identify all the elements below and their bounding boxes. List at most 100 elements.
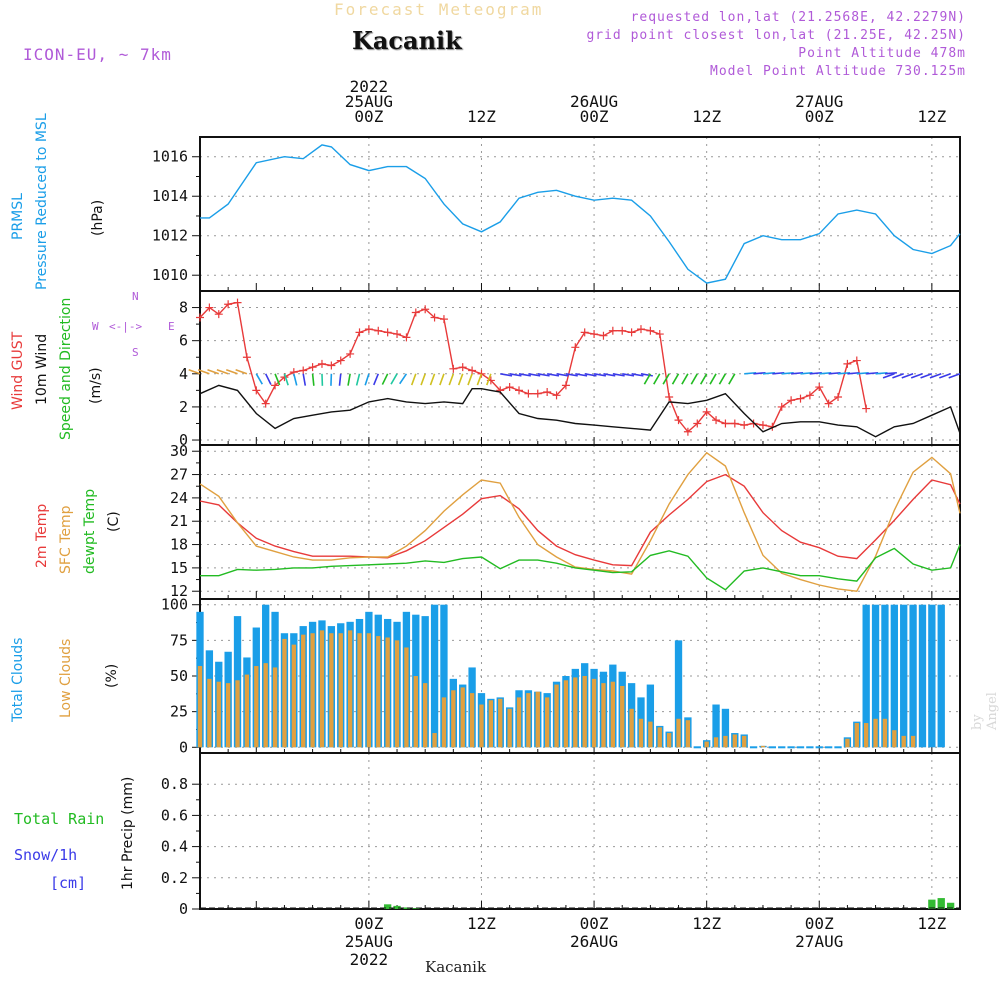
- time-label-bottom: 2022: [350, 950, 389, 969]
- pressure-ytick-label: 1012: [152, 227, 188, 245]
- wind-gust-marker: [327, 361, 336, 370]
- pressure-ytick-label: 1010: [152, 266, 188, 284]
- wind-direction-arrow: [197, 368, 210, 375]
- low-cloud-bar: [732, 734, 737, 748]
- total-cloud-bar: [918, 604, 927, 748]
- wind-gust-marker: [317, 359, 326, 368]
- compass-e: E: [168, 320, 175, 333]
- wind-gust-marker: [552, 391, 561, 400]
- wind-gust-marker: [674, 416, 683, 425]
- wind-direction-arrow: [486, 373, 492, 386]
- wind-gust-marker: [599, 331, 608, 340]
- wind-gust-marker: [683, 427, 692, 436]
- low-cloud-bar: [282, 638, 287, 748]
- wind-gust-marker: [196, 313, 204, 322]
- wind-gust-marker: [815, 383, 824, 392]
- wind-direction-arrow: [283, 373, 289, 386]
- wind-direction-arrow: [448, 373, 455, 386]
- low-cloud-bar: [573, 677, 578, 748]
- low-cloud-bar: [329, 633, 334, 748]
- rain-bar: [937, 898, 945, 909]
- time-label-top: 25AUG: [345, 92, 393, 111]
- low-cloud-bar: [263, 663, 268, 748]
- wind-gust-marker: [740, 421, 749, 430]
- wind-gust-marker: [299, 366, 308, 375]
- wind-direction-arrow: [347, 373, 351, 386]
- precip-ytick-label: 0.4: [161, 838, 188, 856]
- wind-direction-arrow: [467, 373, 473, 386]
- low-cloud-bar: [357, 633, 362, 748]
- wind-direction-arrow: [429, 373, 436, 386]
- wind-direction-arrow: [528, 373, 541, 377]
- wind-direction-arrow: [216, 368, 229, 375]
- model-altitude: Model Point Altitude 730.125m: [710, 64, 966, 79]
- low-cloud-bar: [216, 681, 221, 748]
- low-cloud-bar: [385, 637, 390, 748]
- wind-direction-arrow: [791, 371, 804, 375]
- wind-direction-arrow: [188, 368, 201, 375]
- wind-direction-arrow: [910, 373, 923, 379]
- low-cloud-bar: [376, 636, 381, 748]
- wind-direction-arrow: [420, 373, 426, 386]
- wind-direction-arrow: [892, 373, 904, 379]
- low-cloud-bar: [591, 678, 597, 748]
- wind-gust-marker: [393, 330, 402, 339]
- time-label-bottom: 00Z: [580, 914, 609, 933]
- rain-bar: [928, 899, 936, 909]
- low-cloud-bar: [225, 683, 231, 748]
- wind-gust-marker: [505, 383, 514, 392]
- low-cloud-bar: [535, 691, 540, 748]
- total-cloud-bar: [871, 604, 880, 748]
- wind-gust-marker: [458, 363, 467, 372]
- low-cloud-bar: [873, 718, 878, 748]
- wind-gust-marker: [261, 399, 270, 408]
- product-title: Forecast Meteogram: [334, 0, 544, 19]
- low-cloud-bar: [244, 674, 250, 748]
- wind-gust-marker: [242, 353, 251, 362]
- low-cloud-bar: [347, 630, 353, 748]
- low-cloud-bar: [197, 666, 203, 748]
- low-cloud-bar: [441, 697, 447, 748]
- low-cloud-bar: [254, 666, 259, 748]
- wind-direction-arrow: [537, 373, 550, 377]
- low-cloud-bar: [620, 685, 625, 748]
- time-label-top: 12Z: [467, 107, 496, 126]
- wind-gust-line: [199, 301, 867, 433]
- wind-gust-marker: [411, 308, 420, 317]
- wind-gust-marker: [543, 388, 552, 397]
- wind-gust-marker: [758, 421, 767, 430]
- wind-direction-arrow: [207, 368, 220, 375]
- low-cloud-bar: [845, 738, 850, 748]
- wind-gust-marker: [730, 419, 739, 428]
- time-label-bottom: 12Z: [692, 914, 721, 933]
- wind-ytick-label: 6: [179, 332, 188, 350]
- wind-direction-arrow: [856, 371, 869, 375]
- wind-gust-marker: [421, 305, 430, 314]
- wind-direction-arrow: [690, 373, 698, 385]
- wind-ytick-label: 4: [179, 365, 188, 383]
- wind-gust-marker: [693, 419, 702, 428]
- temperature-ytick-label: 24: [170, 489, 188, 507]
- wind-gust-marker: [712, 416, 721, 425]
- wind-gust-marker: [402, 333, 411, 342]
- temp-2m-line: [199, 473, 961, 567]
- wind-direction-arrow: [264, 373, 272, 385]
- time-label-top: 12Z: [917, 107, 946, 126]
- low-cloud-bar: [207, 678, 212, 748]
- rain-bar: [946, 902, 955, 909]
- wind-direction-arrow: [457, 373, 464, 386]
- wind-direction-arrow: [547, 373, 560, 377]
- total-cloud-bar: [928, 604, 936, 748]
- wind-direction-arrow: [948, 373, 961, 379]
- rain-bar: [402, 907, 411, 909]
- wind-direction-arrow: [662, 373, 670, 385]
- wind-gust-marker: [721, 419, 730, 428]
- wind-gust-marker: [449, 364, 458, 373]
- wind-direction-arrow: [390, 373, 398, 385]
- wind-direction-arrow: [819, 371, 832, 375]
- low-cloud-bar: [432, 733, 437, 748]
- wind-direction-arrow: [640, 373, 653, 377]
- low-cloud-bar: [516, 697, 522, 748]
- time-label-top: 12Z: [692, 107, 721, 126]
- precip-ytick-label: 0.6: [161, 806, 188, 824]
